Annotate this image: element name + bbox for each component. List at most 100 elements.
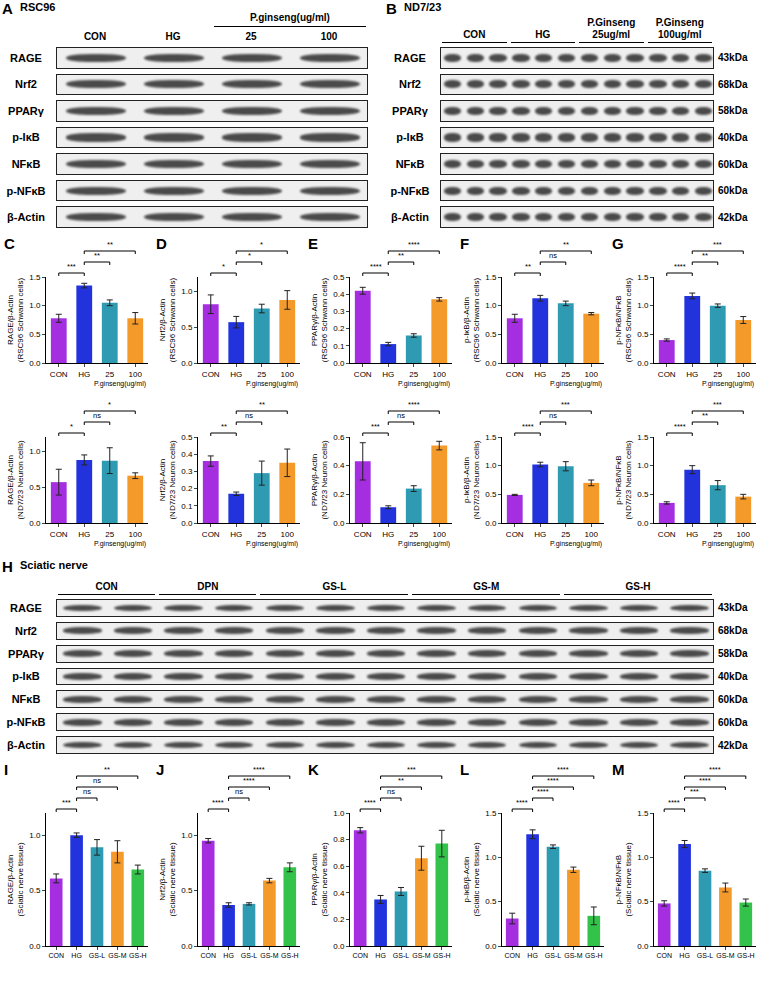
svg-text:1.0: 1.0 (637, 301, 649, 310)
svg-text:****: **** (668, 798, 680, 807)
svg-text:p-IκB/β-Actin(Sciatic nerve ti: p-IκB/β-Actin(Sciatic nerve tissue) (462, 842, 481, 917)
svg-text:1.5: 1.5 (485, 809, 497, 818)
svg-text:*: * (222, 262, 225, 271)
svg-text:GS-M: GS-M (108, 952, 126, 959)
svg-text:P.ginseng(ug/ml): P.ginseng(ug/ml) (398, 380, 450, 388)
svg-text:**: ** (221, 422, 227, 431)
svg-text:0.3: 0.3 (333, 307, 345, 316)
svg-text:0.5: 0.5 (485, 330, 497, 339)
svg-text:*: * (70, 422, 73, 431)
svg-text:**: ** (702, 411, 708, 420)
svg-text:0.0: 0.0 (29, 519, 41, 528)
svg-text:**: ** (104, 765, 110, 774)
svg-text:0.0: 0.0 (333, 942, 345, 951)
svg-text:0.5: 0.5 (485, 490, 497, 499)
svg-text:GS-L: GS-L (545, 952, 561, 959)
svg-text:0.0: 0.0 (181, 942, 193, 951)
svg-text:P.ginseng(ug/ml): P.ginseng(ug/ml) (550, 380, 602, 388)
svg-text:CON: CON (354, 530, 372, 539)
svg-text:0.0: 0.0 (181, 519, 193, 528)
svg-text:0.3: 0.3 (181, 467, 193, 476)
svg-text:CON: CON (50, 370, 68, 379)
svg-text:1.5: 1.5 (637, 273, 649, 282)
svg-text:***: *** (62, 798, 71, 807)
svg-text:25: 25 (105, 530, 114, 539)
svg-text:CON: CON (202, 530, 220, 539)
svg-text:HG: HG (230, 370, 242, 379)
svg-text:1.0: 1.0 (181, 831, 193, 840)
svg-text:HG: HG (679, 952, 690, 959)
svg-text:**: ** (398, 776, 404, 785)
svg-text:p-NFκB/NFκB(Sciatic nerve tiss: p-NFκB/NFκB(Sciatic nerve tissue) (614, 842, 633, 917)
svg-text:1.0: 1.0 (29, 447, 41, 456)
svg-text:CON: CON (658, 530, 676, 539)
svg-text:***: *** (371, 422, 380, 431)
svg-text:100: 100 (129, 530, 143, 539)
svg-text:P.ginseng(ug/ml): P.ginseng(ug/ml) (702, 380, 754, 388)
svg-text:25: 25 (257, 530, 266, 539)
svg-text:ns: ns (387, 787, 395, 796)
svg-text:0.5: 0.5 (29, 330, 41, 339)
svg-text:ns: ns (83, 787, 91, 796)
svg-text:1.5: 1.5 (637, 433, 649, 442)
svg-text:1.0: 1.0 (333, 809, 345, 818)
svg-text:GS-H: GS-H (281, 952, 299, 959)
svg-text:P.ginseng(ug/ml): P.ginseng(ug/ml) (550, 540, 602, 548)
svg-text:GS-L: GS-L (697, 952, 713, 959)
svg-text:100: 100 (585, 370, 599, 379)
svg-text:0.1: 0.1 (181, 502, 193, 511)
svg-text:****: **** (516, 798, 528, 807)
svg-text:RAGE/β-Actin(RSC96 Schwann cel: RAGE/β-Actin(RSC96 Schwann cells) (6, 277, 25, 362)
svg-text:****: **** (709, 765, 721, 774)
svg-text:0.0: 0.0 (29, 942, 41, 951)
svg-text:0.5: 0.5 (637, 330, 649, 339)
svg-text:0.2: 0.2 (333, 324, 345, 333)
svg-text:PPARγ/β-Actin(Sciatic nerve ti: PPARγ/β-Actin(Sciatic nerve tissue) (310, 842, 329, 917)
svg-text:HG: HG (223, 952, 234, 959)
svg-text:1.0: 1.0 (485, 853, 497, 862)
svg-text:**: ** (525, 262, 531, 271)
svg-text:100: 100 (433, 530, 447, 539)
svg-text:****: **** (674, 422, 686, 431)
svg-text:****: **** (408, 400, 420, 409)
svg-text:0.8: 0.8 (333, 835, 345, 844)
svg-text:***: *** (407, 765, 416, 774)
svg-text:****: **** (408, 240, 420, 249)
svg-text:0.5: 0.5 (333, 273, 345, 282)
svg-text:**: ** (563, 240, 569, 249)
svg-text:p-IκB/β-Actin(RSC96 Schwann ce: p-IκB/β-Actin(RSC96 Schwann cells) (462, 277, 481, 362)
svg-text:1.0: 1.0 (637, 461, 649, 470)
svg-text:CON: CON (202, 370, 220, 379)
svg-text:0.5: 0.5 (485, 897, 497, 906)
svg-text:1.0: 1.0 (485, 301, 497, 310)
svg-text:HG: HG (527, 952, 538, 959)
svg-text:GS-L: GS-L (393, 952, 409, 959)
svg-text:****: **** (537, 787, 549, 796)
svg-text:GS-M: GS-M (260, 952, 278, 959)
svg-text:ns: ns (93, 776, 101, 785)
svg-text:HG: HG (382, 530, 394, 539)
svg-text:25: 25 (409, 370, 418, 379)
svg-text:0.0: 0.0 (637, 359, 649, 368)
svg-text:HG: HG (534, 370, 546, 379)
svg-text:p-NFκB/NFκB(RSC96 Schwann cell: p-NFκB/NFκB(RSC96 Schwann cells) (614, 277, 633, 362)
svg-text:CON: CON (658, 370, 676, 379)
svg-text:****: **** (364, 798, 376, 807)
svg-text:1.0: 1.0 (181, 287, 193, 296)
svg-text:HG: HG (71, 952, 82, 959)
svg-text:25: 25 (257, 370, 266, 379)
svg-text:100: 100 (585, 530, 599, 539)
svg-text:****: **** (253, 765, 265, 774)
svg-text:25: 25 (561, 530, 570, 539)
svg-text:RAGE/β-Actin(ND7/23 Neuron cel: RAGE/β-Actin(ND7/23 Neuron cells) (6, 440, 25, 519)
svg-text:HG: HG (230, 530, 242, 539)
svg-text:0.0: 0.0 (181, 359, 193, 368)
svg-text:GS-M: GS-M (716, 952, 734, 959)
svg-text:CON: CON (506, 530, 524, 539)
svg-text:100: 100 (433, 370, 447, 379)
svg-text:**: ** (398, 251, 404, 260)
svg-text:ns: ns (93, 411, 101, 420)
svg-text:P.ginseng(ug/ml): P.ginseng(ug/ml) (94, 380, 146, 388)
svg-text:CON: CON (506, 370, 524, 379)
svg-text:P.ginseng(ug/ml): P.ginseng(ug/ml) (94, 540, 146, 548)
